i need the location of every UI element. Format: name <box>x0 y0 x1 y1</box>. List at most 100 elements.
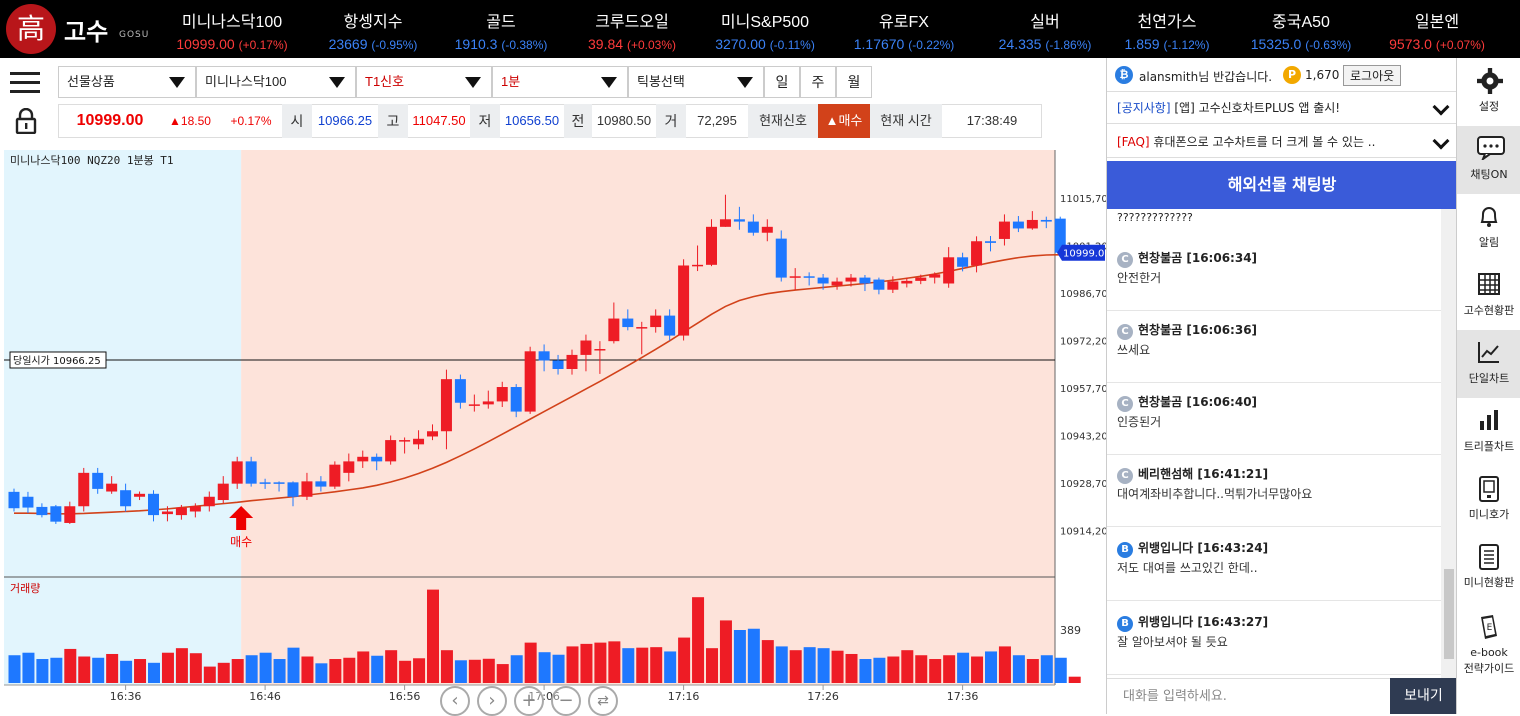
ticker-item[interactable]: 크루드오일 39.84 (+0.03%) <box>557 8 707 52</box>
candle-body <box>148 493 159 516</box>
line-chart-icon <box>1477 340 1501 366</box>
zoom-out-button[interactable]: − <box>551 686 581 716</box>
period-day-button[interactable]: 일 <box>764 66 800 98</box>
logo-seal: 高 <box>6 4 56 54</box>
sidebar-item-gear[interactable]: 설정 <box>1457 58 1520 126</box>
reset-button[interactable]: ⇄ <box>588 686 618 716</box>
ticker-price: 39.84 <box>588 36 624 52</box>
volume-bar <box>217 662 230 683</box>
volume-bar <box>650 647 663 683</box>
candle-body <box>678 265 690 336</box>
hamburger-menu-icon[interactable] <box>10 72 40 94</box>
volume-bar <box>608 641 621 683</box>
volume-bar <box>134 659 147 683</box>
notice-item[interactable]: [공지사항] [앱] 고수신호차트PLUS 앱 출시! <box>1107 92 1457 124</box>
chat-scrollbar[interactable] <box>1441 209 1457 687</box>
ticker-change: (-0.22%) <box>908 38 955 52</box>
volume-bar <box>1040 655 1053 683</box>
scroll-right-button[interactable]: › <box>477 686 507 716</box>
ticker-item[interactable]: 미니나스닥100 10999.00 (+0.17%) <box>157 8 307 52</box>
interval-select[interactable]: 1분 <box>492 66 628 98</box>
ticker-item[interactable]: 일본엔 9573.0 (+0.07%) <box>1362 8 1512 52</box>
volume-bar <box>1068 676 1081 683</box>
volume-bar <box>706 648 718 683</box>
volume-bar <box>901 650 914 683</box>
scroll-left-button[interactable]: ‹ <box>440 686 470 716</box>
sidebar-item-list[interactable]: 미니현황판 <box>1457 534 1520 602</box>
ticker-item[interactable]: 미니S&P500 3270.00 (-0.11%) <box>690 8 840 52</box>
candle-body <box>608 318 620 342</box>
scrollbar-thumb[interactable] <box>1444 569 1454 659</box>
candle-body <box>343 461 355 473</box>
volume-bar <box>817 648 830 683</box>
lock-icon[interactable] <box>14 108 38 134</box>
x-tick-label: 17:26 <box>807 690 839 703</box>
ticker-name: 항셍지수 <box>343 14 403 31</box>
zoom-in-button[interactable]: + <box>514 686 544 716</box>
ticker-item[interactable]: 항셍지수 23669 (-0.95%) <box>298 8 448 52</box>
faq-item[interactable]: [FAQ] 휴대폰으로 고수차트를 더 크게 볼 수 있는 .. <box>1107 126 1457 158</box>
y-tick-label: 10928,70 <box>1060 479 1108 490</box>
gear-icon <box>1477 68 1503 94</box>
bell-icon <box>1477 204 1501 230</box>
gosu-logo[interactable]: 高 고수 GOSU <box>6 4 156 54</box>
volume-bar <box>245 655 258 683</box>
tick-select[interactable]: 틱봉선택 <box>628 66 764 98</box>
volume-bar <box>761 640 774 683</box>
ticker-item[interactable]: 실버 24.335 (-1.86%) <box>970 8 1120 52</box>
ticker-item[interactable]: 유로FX 1.17670 (-0.22%) <box>829 8 979 52</box>
chevron-down-icon[interactable] <box>1432 98 1450 116</box>
volume-bar <box>106 653 119 683</box>
ticker-value: 10999.00 (+0.17%) <box>157 36 307 52</box>
sidebar-item-line-chart[interactable]: 단일차트 <box>1457 330 1520 398</box>
volume-bar <box>957 652 970 683</box>
sidebar-item-grid[interactable]: 고수현황판 <box>1457 262 1520 330</box>
chat-text: 저도 대여를 쓰고있긴 한데.. <box>1117 561 1258 575</box>
ticker-change: (-0.11%) <box>769 38 815 52</box>
chat-time: [16:41:21] <box>1197 467 1269 481</box>
ticker-name: 미니나스닥100 <box>181 14 283 31</box>
candle-body <box>78 472 90 507</box>
candlestick-chart-svg[interactable]: 미니나스닥100 NQZ20 1분봉 T111015,7011001,20109… <box>4 150 1111 706</box>
chat-text: 안전한거 <box>1117 271 1162 285</box>
chat-input[interactable]: 대화를 입력하세요. <box>1107 678 1390 714</box>
period-week-button[interactable]: 주 <box>800 66 836 98</box>
high-label: 고 <box>378 104 408 138</box>
send-button[interactable]: 보내기 <box>1390 678 1457 714</box>
ticker-item[interactable]: 골드 1910.3 (-0.38%) <box>426 8 576 52</box>
user-points: 1,670 <box>1305 68 1340 82</box>
volume-bar <box>454 660 467 683</box>
candle-body <box>273 482 285 484</box>
volume-bar <box>301 656 314 683</box>
ticker-item[interactable]: 중국A50 15325.0 (-0.63%) <box>1226 8 1376 52</box>
price-chart[interactable]: 미니나스닥100 NQZ20 1분봉 T111015,7011001,20109… <box>4 150 1111 716</box>
candle-body <box>1012 221 1024 229</box>
product-select[interactable]: 선물상품 <box>58 66 196 98</box>
candle-body <box>859 277 871 284</box>
sidebar-item-bar-chart[interactable]: 트리플차트 <box>1457 398 1520 466</box>
candle-body <box>524 351 536 412</box>
ticker-change: (+0.03%) <box>626 38 676 52</box>
price-change-pct: +0.17% <box>230 114 272 128</box>
buy-signal-zone <box>241 150 1055 685</box>
volume-label: 거 <box>656 104 686 138</box>
logout-button[interactable]: 로그아웃 <box>1343 65 1402 86</box>
chat-user: 위뱅입니다 <box>1138 541 1194 555</box>
ticker-item[interactable]: 천연가스 1.859 (-1.12%) <box>1092 8 1242 52</box>
chevron-down-icon[interactable] <box>1432 132 1450 150</box>
sidebar-item-bell[interactable]: 알림 <box>1457 194 1520 262</box>
sidebar-item-chat[interactable]: 채팅ON <box>1457 126 1520 194</box>
ticker-change: (-0.63%) <box>1305 38 1352 52</box>
symbol-select[interactable]: 미니나스닥100 <box>196 66 356 98</box>
chat-user: 현창불곰 <box>1138 251 1183 265</box>
user-badge-icon: C <box>1117 252 1133 268</box>
chat-text: 쓰세요 <box>1117 343 1151 357</box>
volume-bar <box>943 655 956 683</box>
volume-bar <box>733 630 746 683</box>
period-month-button[interactable]: 월 <box>836 66 872 98</box>
signal-select[interactable]: T1신호 <box>356 66 492 98</box>
chat-time: [16:43:24] <box>1197 541 1269 555</box>
signal-badge: ▲매수 <box>818 104 870 138</box>
sidebar-item-phone[interactable]: 미니호가 <box>1457 466 1520 534</box>
